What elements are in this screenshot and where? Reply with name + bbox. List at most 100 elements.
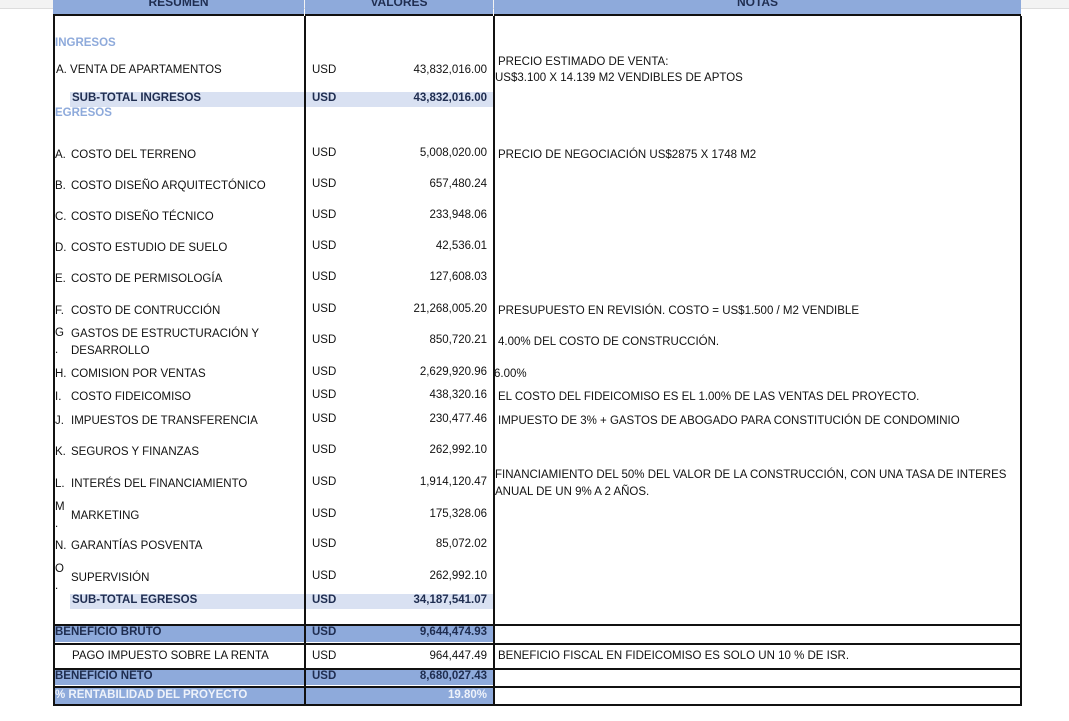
subtotal-value: 34,187,541.07 — [413, 594, 487, 606]
row-currency: USD — [312, 444, 337, 456]
section-egresos: EGRESOS — [55, 107, 112, 119]
row-note: PRECIO ESTIMADO DE VENTA: — [498, 56, 669, 68]
beneficio-bruto-currency: USD — [312, 626, 337, 638]
column-border — [493, 16, 495, 705]
subtotal-value: 43,832,016.00 — [413, 92, 487, 104]
row-currency: USD — [312, 271, 337, 283]
row-border — [53, 643, 1022, 645]
row-letter: D. — [55, 242, 67, 254]
beneficio-neto-label: BENEFICIO NETO — [55, 670, 153, 682]
subtotal-currency: USD — [312, 92, 337, 104]
rentabilidad-label: % RENTABILIDAD DEL PROYECTO — [55, 689, 248, 701]
row-label: GASTOS DE ESTRUCTURACIÓN Y DESARROLLO — [71, 328, 260, 357]
row-label: IMPUESTOS DE TRANSFERENCIA — [71, 415, 258, 427]
row-currency: USD — [312, 178, 337, 190]
row-note: US$3.100 X 14.139 M2 VENDIBLES DE APTOS — [495, 72, 743, 84]
row-letter: A. — [55, 149, 66, 161]
impuesto-currency: USD — [312, 650, 337, 662]
row-note: PRECIO DE NEGOCIACIÓN US$2875 X 1748 M2 — [498, 149, 757, 161]
row-value: 42,536.01 — [435, 240, 487, 252]
row-label: SEGUROS Y FINANZAS — [71, 446, 200, 458]
row-value: 43,832,016.00 — [413, 64, 487, 76]
row-currency: USD — [312, 64, 337, 76]
row-letter: M . — [55, 501, 65, 530]
row-value: 127,608.03 — [429, 271, 487, 283]
row-note: FINANCIAMIENTO DEL 50% DEL VALOR DE LA C… — [495, 469, 1007, 498]
row-currency: USD — [312, 389, 337, 401]
row-label: COSTO DE PERMISOLOGÍA — [71, 273, 223, 285]
row-currency: USD — [312, 538, 337, 550]
subtotal-currency: USD — [312, 594, 337, 606]
row-letter: B. — [55, 180, 66, 192]
row-letter: J. — [55, 415, 64, 427]
row-value: 5,008,020.00 — [419, 147, 487, 159]
row-label: COSTO FIDEICOMISO — [71, 391, 191, 403]
row-label: COSTO DE CONTRUCCIÓN — [71, 305, 221, 317]
row-label: SUPERVISIÓN — [71, 572, 150, 584]
row-note: 6.00% — [494, 368, 527, 380]
row-note: PRESUPUESTO EN REVISIÓN. COSTO = US$1.50… — [498, 305, 859, 317]
column-border — [1020, 16, 1022, 705]
impuesto-note: BENEFICIO FISCAL EN FIDEICOMISO ES SOLO … — [498, 650, 850, 662]
beneficio-bruto-band — [53, 626, 494, 642]
row-letter: K. — [55, 446, 66, 458]
row-letter: G . — [55, 327, 64, 356]
row-border — [53, 624, 1022, 626]
row-value: 233,948.06 — [429, 209, 487, 221]
column-border — [53, 16, 55, 705]
beneficio-neto-currency: USD — [312, 670, 337, 682]
column-border — [304, 16, 306, 705]
row-letter: L. — [55, 478, 65, 490]
row-value: 21,268,005.20 — [413, 303, 487, 315]
row-currency: USD — [312, 476, 337, 488]
header-notas: NOTAS — [494, 0, 1021, 16]
row-value: 175,328.06 — [429, 508, 487, 520]
row-value: 262,992.10 — [429, 444, 487, 456]
row-letter: N. — [55, 540, 67, 552]
row-currency: USD — [312, 209, 337, 221]
row-value: 2,629,920.96 — [419, 366, 487, 378]
row-currency: USD — [312, 508, 337, 520]
header-resumen: RESUMEN — [53, 0, 304, 16]
row-note: EL COSTO DEL FIDEICOMISO ES EL 1.00% DE … — [498, 391, 920, 403]
row-label: COSTO ESTUDIO DE SUELO — [71, 242, 228, 254]
impuesto-label: PAGO IMPUESTO SOBRE LA RENTA — [72, 650, 269, 662]
beneficio-bruto-label: BENEFICIO BRUTO — [55, 626, 162, 638]
subtotal-label: SUB-TOTAL EGRESOS — [72, 594, 198, 606]
rentabilidad-value: 19.80% — [447, 689, 487, 701]
row-letter: H. — [55, 368, 67, 380]
row-label: MARKETING — [71, 510, 140, 522]
row-label: COSTO DISEÑO TÉCNICO — [71, 211, 214, 223]
row-value: 85,072.02 — [435, 538, 487, 550]
row-letter: E. — [55, 273, 66, 285]
beneficio-bruto-value: 9,644,474.93 — [419, 626, 487, 638]
rentabilidad-band — [53, 688, 494, 704]
impuesto-value: 964,447.49 — [429, 650, 487, 662]
row-currency: USD — [312, 366, 337, 378]
row-value: 262,992.10 — [429, 570, 487, 582]
subtotal-ingresos-band — [70, 92, 493, 107]
row-currency: USD — [312, 413, 337, 425]
header-valores: VALORES — [305, 0, 493, 16]
section-ingresos: INGRESOS — [55, 37, 116, 49]
row-value: 438,320.16 — [429, 389, 487, 401]
row-label: COMISION POR VENTAS — [71, 368, 206, 380]
row-border — [53, 704, 1022, 706]
row-value: 230,477.46 — [429, 413, 487, 425]
row-value: 1,914,120.47 — [419, 476, 487, 488]
row-label: COSTO DEL TERRENO — [71, 149, 197, 161]
row-label: INTERÉS DEL FINANCIAMIENTO — [71, 478, 248, 490]
subtotal-label: SUB-TOTAL INGRESOS — [72, 92, 202, 104]
row-letter: C. — [55, 211, 67, 223]
row-label: GARANTÍAS POSVENTA — [71, 540, 203, 552]
row-letter: O . — [55, 563, 64, 592]
row-letter: I. — [55, 391, 62, 403]
row-currency: USD — [312, 303, 337, 315]
row-note: IMPUESTO DE 3% + GASTOS DE ABOGADO PARA … — [498, 415, 960, 427]
row-label: COSTO DISEÑO ARQUITECTÓNICO — [71, 180, 266, 192]
row-currency: USD — [312, 570, 337, 582]
row-value: 657,480.24 — [429, 178, 487, 190]
row-letter: F. — [55, 305, 64, 317]
row-border — [53, 668, 1022, 670]
row-note: 4.00% DEL COSTO DE CONSTRUCCIÓN. — [498, 336, 720, 348]
